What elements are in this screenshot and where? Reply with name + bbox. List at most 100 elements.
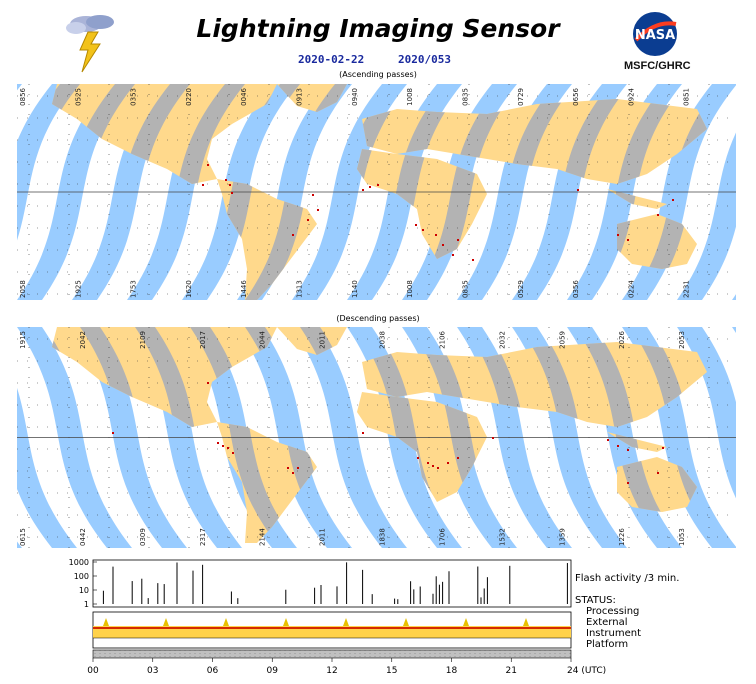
x-tick-label: 00: [87, 666, 99, 676]
flash-activity-label: Flash activity /3 min.: [575, 573, 680, 584]
pass-time-top: 0940: [351, 88, 359, 106]
flash-9: [432, 465, 434, 467]
doy-label: 2020/053: [398, 53, 451, 66]
flash-6: [362, 189, 364, 191]
flash-23: [207, 164, 209, 166]
flash-22: [362, 432, 364, 434]
descending-caption: (Descending passes): [336, 314, 420, 323]
x-tick-label: 03: [147, 666, 158, 676]
flash-15: [617, 445, 619, 447]
descending-map: 1915 2042 2109 2017 2044 2011 2038 2106 2032 2059…: [0, 327, 756, 548]
pass-time-bottom: 0835: [461, 280, 469, 298]
lightning-flashes: [202, 164, 674, 261]
flash-7: [369, 186, 371, 188]
flash-13: [452, 254, 454, 256]
flash-13: [112, 432, 114, 434]
flash-14: [607, 439, 609, 441]
flash-18: [627, 482, 629, 484]
pass-time-top: 0525: [74, 88, 82, 106]
flash-17: [627, 239, 629, 241]
flash-21: [207, 382, 209, 384]
flash-19: [662, 447, 664, 449]
flash-17: [657, 472, 659, 474]
x-tick-label: 15: [386, 666, 397, 676]
pass-time-top: 2017: [199, 331, 207, 349]
nasa-badge-text: NASA: [635, 28, 675, 43]
pass-time-bottom: 0224: [627, 280, 635, 298]
status-panel: 1000 100 10 1 00 03 06 09 12 15 18 21 24 (UTC) Flash…: [0, 552, 756, 680]
pass-time-bottom: 1226: [618, 528, 626, 546]
ascending-map: 0856 0525 0353 0220 0046 0913 0940 1008 0835 0729…: [0, 84, 756, 300]
flash-7: [417, 457, 419, 459]
flash-2: [227, 447, 229, 449]
flash-5: [292, 472, 294, 474]
grid-dots: [17, 84, 736, 300]
flash-10: [422, 229, 424, 231]
pass-time-top: 0924: [627, 87, 635, 105]
pass-time-bottom: 2144: [259, 528, 267, 546]
pass-time-bottom: 1753: [130, 280, 138, 298]
pass-time-bottom: 1008: [406, 280, 414, 298]
logo-text: MSFC/GHRC: [624, 60, 691, 72]
flash-11: [447, 462, 449, 464]
flash-12: [442, 244, 444, 246]
pass-time-top: 2106: [438, 330, 446, 348]
flash-12: [457, 457, 459, 459]
x-tick-label: 06: [207, 666, 219, 676]
pass-time-top: 0851: [683, 88, 691, 106]
flash-11: [435, 234, 437, 236]
date-label: 2020-02-22: [298, 53, 365, 66]
pass-time-bottom: 1838: [379, 528, 387, 546]
lightning-cloud-icon: [60, 10, 120, 74]
pass-time-top: 2026: [618, 330, 626, 348]
pass-time-top: 1008: [406, 88, 414, 106]
pass-time-top: 0220: [185, 88, 193, 106]
status-row-instrument: Instrument: [586, 628, 642, 639]
pass-time-bottom: 1359: [558, 528, 566, 546]
pass-time-labels: 0856 0525 0353 0220 0046 0913 0940 1008 0835 0729…: [19, 87, 691, 298]
pass-time-top: 2053: [678, 331, 686, 349]
status-row-platform: Platform: [586, 639, 629, 650]
flash-bars: [102, 562, 568, 604]
ascending-caption: (Ascending passes): [339, 70, 417, 79]
flash-3: [312, 194, 314, 196]
pass-time-bottom: 0442: [79, 528, 87, 546]
nasa-logo: NASA: [630, 10, 680, 58]
pass-time-top: 2042: [79, 331, 87, 349]
pass-time-top: 0913: [296, 88, 304, 106]
flash-10: [437, 467, 439, 469]
flash-5: [307, 219, 309, 221]
flash-22: [292, 234, 294, 236]
pass-time-bottom: 1446: [240, 280, 248, 298]
y-tick-label: 1: [84, 600, 89, 609]
flash-14: [457, 239, 459, 241]
pass-time-top: 2038: [379, 331, 387, 349]
x-tick-label: 18: [446, 666, 458, 676]
pass-time-top: 2059: [558, 331, 566, 349]
flash-16: [617, 234, 619, 236]
flash-21: [202, 184, 204, 186]
flash-15: [472, 259, 474, 261]
pass-time-bottom: 1925: [74, 280, 82, 298]
status-label: STATUS:: [575, 595, 616, 606]
pass-time-bottom: 1313: [296, 280, 304, 298]
pass-time-bottom: 0309: [139, 528, 147, 546]
flash-1: [222, 445, 224, 447]
flash-18: [657, 214, 659, 216]
pass-time-bottom: 0529: [517, 280, 525, 298]
pass-time-bottom: 0356: [572, 280, 580, 298]
pass-time-top: 2032: [498, 331, 506, 349]
x-tick-label: 21: [506, 666, 517, 676]
pass-time-bottom: 2317: [199, 528, 207, 546]
pass-time-bottom: 1140: [351, 280, 359, 298]
flash-8: [427, 462, 429, 464]
flash-6: [297, 467, 299, 469]
flash-4: [317, 209, 319, 211]
flash-activity-plot: [92, 559, 572, 608]
flash-3: [232, 452, 234, 454]
pass-time-bottom: 2058: [19, 280, 27, 298]
x-tick-label: 09: [267, 666, 279, 676]
pass-time-top: 2044: [259, 330, 267, 348]
flash-19: [672, 199, 674, 201]
flash-8: [377, 184, 379, 186]
